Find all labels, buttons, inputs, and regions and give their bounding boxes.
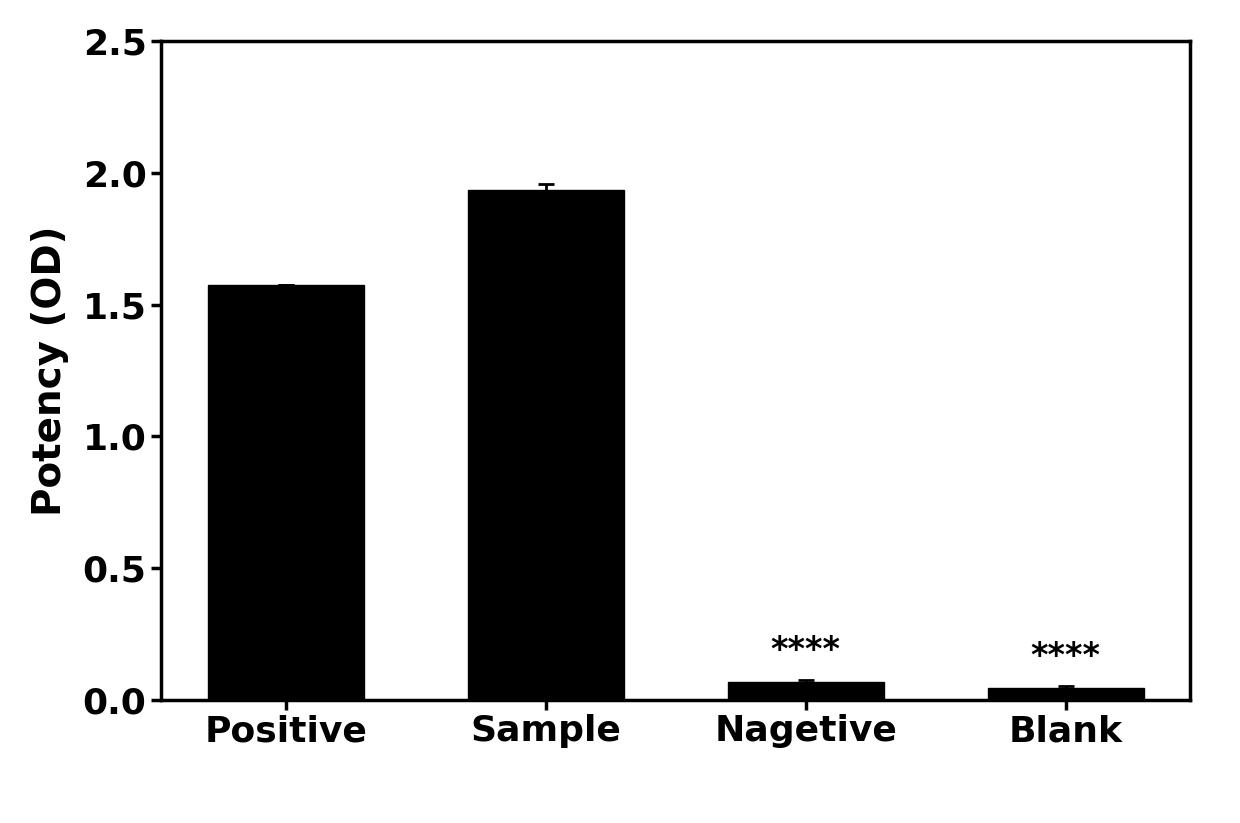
- Y-axis label: Potency (OD): Potency (OD): [31, 226, 69, 515]
- Bar: [728, 682, 884, 700]
- Text: ****: ****: [771, 635, 841, 667]
- Bar: [467, 190, 624, 700]
- Text: ****: ****: [1030, 640, 1101, 673]
- Bar: [988, 688, 1143, 700]
- Bar: [208, 285, 363, 700]
